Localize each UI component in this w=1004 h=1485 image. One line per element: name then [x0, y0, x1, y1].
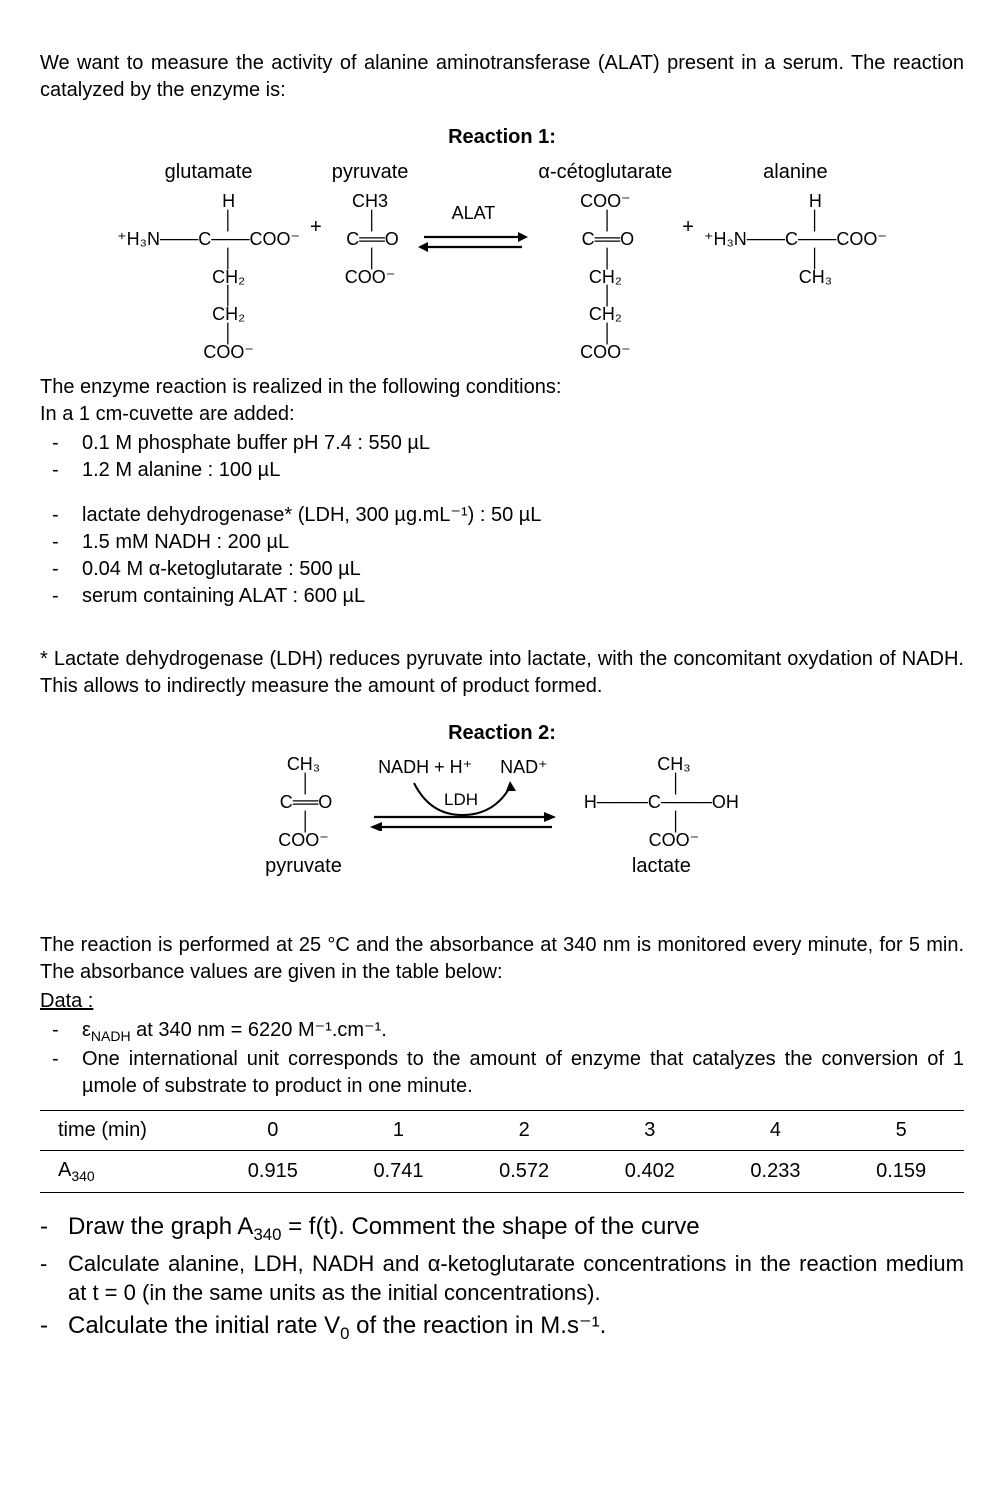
equilibrium-arrow-icon: [418, 229, 528, 255]
abs-cell: 0.402: [587, 1151, 713, 1193]
reaction2-arrow: NADH + H⁺ NAD⁺ LDH: [368, 755, 558, 831]
time-cell: 0: [210, 1111, 336, 1151]
aketo-column: α-cétoglutarate COO⁻ │ C══O │ CH₂ │ CH₂ …: [538, 159, 672, 362]
table-row: A340 0.915 0.741 0.572 0.402 0.233 0.159: [40, 1151, 964, 1193]
lactate-label: lactate: [632, 853, 691, 880]
nad-label: NAD⁺: [500, 755, 548, 779]
plus-1: +: [310, 159, 322, 241]
lactate-column: CH₃ │ H────C────OH │ COO⁻ lactate: [584, 755, 739, 886]
pyruvate-column: pyruvate CH3 │ C══O │ COO⁻: [332, 159, 409, 286]
time-cell: 5: [838, 1111, 964, 1151]
conditions-intro2: In a 1 cm-cuvette are added:: [40, 401, 964, 428]
cond-b-1: 1.5 mM NADH : 200 µL: [82, 529, 964, 556]
pyruvate-structure: CH3 │ C══O │ COO⁻: [341, 192, 399, 286]
cond-b-0: lactate dehydrogenase* (LDH, 300 µg.mL⁻¹…: [82, 502, 964, 529]
abs-header: A340: [40, 1151, 210, 1193]
pyruvate2-structure: CH₃ │ C══O │ COO⁻: [275, 755, 333, 849]
reaction1-scheme: glutamate H │ ⁺H₃N───C───COO⁻ │ CH₂ │ CH…: [40, 159, 964, 362]
time-cell: 4: [713, 1111, 839, 1151]
time-cell: 1: [336, 1111, 462, 1151]
abs-cell: 0.572: [461, 1151, 587, 1193]
aketo-label: α-cétoglutarate: [538, 159, 672, 186]
abs-cell: 0.915: [210, 1151, 336, 1193]
cond-a-1: 1.2 M alanine : 100 µL: [82, 457, 964, 484]
reaction1-title: Reaction 1:: [40, 124, 964, 151]
lactate-structure: CH₃ │ H────C────OH │ COO⁻: [584, 755, 739, 849]
glutamate-column: glutamate H │ ⁺H₃N───C───COO⁻ │ CH₂ │ CH…: [117, 159, 300, 362]
time-cell: 2: [461, 1111, 587, 1151]
conditions-list-b: -lactate dehydrogenase* (LDH, 300 µg.mL⁻…: [40, 502, 964, 610]
time-cell: 3: [587, 1111, 713, 1151]
abs-cell: 0.159: [838, 1151, 964, 1193]
alanine-column: alanine H │ ⁺H₃N───C───COO⁻ │ CH₃: [704, 159, 887, 286]
intro-paragraph: We want to measure the activity of alani…: [40, 50, 964, 104]
questions-list: -Draw the graph A340 = f(t). Comment the…: [40, 1211, 964, 1345]
cond-b-2: 0.04 M α-ketoglutarate : 500 µL: [82, 556, 964, 583]
question-0: Draw the graph A340 = f(t). Comment the …: [68, 1211, 964, 1246]
pyruvate2-column: CH₃ │ C══O │ COO⁻ pyruvate: [265, 755, 342, 886]
glutamate-label: glutamate: [165, 159, 253, 186]
alanine-structure: H │ ⁺H₃N───C───COO⁻ │ CH₃: [704, 192, 887, 286]
conditions-list-a: -0.1 M phosphate buffer pH 7.4 : 550 µL …: [40, 430, 964, 484]
pyruvate-label: pyruvate: [332, 159, 409, 186]
alanine-label: alanine: [763, 159, 828, 186]
alat-label: ALAT: [452, 201, 496, 225]
question-2: Calculate the initial rate V0 of the rea…: [68, 1310, 964, 1345]
reaction2-title: Reaction 2:: [40, 720, 964, 747]
cond-b-3: serum containing ALAT : 600 µL: [82, 583, 964, 610]
abs-cell: 0.741: [336, 1151, 462, 1193]
data-item-1: One international unit corresponds to th…: [82, 1046, 964, 1100]
ldh-note: * Lactate dehydrogenase (LDH) reduces py…: [40, 646, 964, 700]
glutamate-structure: H │ ⁺H₃N───C───COO⁻ │ CH₂ │ CH₂ │ COO⁻: [117, 192, 300, 362]
data-heading: Data :: [40, 988, 964, 1015]
data-list: -εNADH at 340 nm = 6220 M⁻¹.cm⁻¹. -One i…: [40, 1017, 964, 1100]
time-header: time (min): [40, 1111, 210, 1151]
reaction2-scheme: CH₃ │ C══O │ COO⁻ pyruvate NADH + H⁺ NAD…: [40, 755, 964, 886]
ldh-label: LDH: [444, 790, 478, 809]
abs-cell: 0.233: [713, 1151, 839, 1193]
conditions-intro1: The enzyme reaction is realized in the f…: [40, 374, 964, 401]
plus-2: +: [682, 159, 694, 241]
monitor-paragraph: The reaction is performed at 25 °C and t…: [40, 932, 964, 986]
question-1: Calculate alanine, LDH, NADH and α-ketog…: [68, 1249, 964, 1308]
table-row: time (min) 0 1 2 3 4 5: [40, 1111, 964, 1151]
coupled-arrow-icon: LDH: [368, 781, 558, 831]
nadh-label: NADH + H⁺: [378, 755, 472, 779]
data-item-0: εNADH at 340 nm = 6220 M⁻¹.cm⁻¹.: [82, 1017, 964, 1046]
absorbance-table: time (min) 0 1 2 3 4 5 A340 0.915 0.741 …: [40, 1110, 964, 1193]
cond-a-0: 0.1 M phosphate buffer pH 7.4 : 550 µL: [82, 430, 964, 457]
pyruvate2-label: pyruvate: [265, 853, 342, 880]
aketo-structure: COO⁻ │ C══O │ CH₂ │ CH₂ │ COO⁻: [577, 192, 635, 362]
reaction1-arrow: ALAT: [418, 159, 528, 255]
